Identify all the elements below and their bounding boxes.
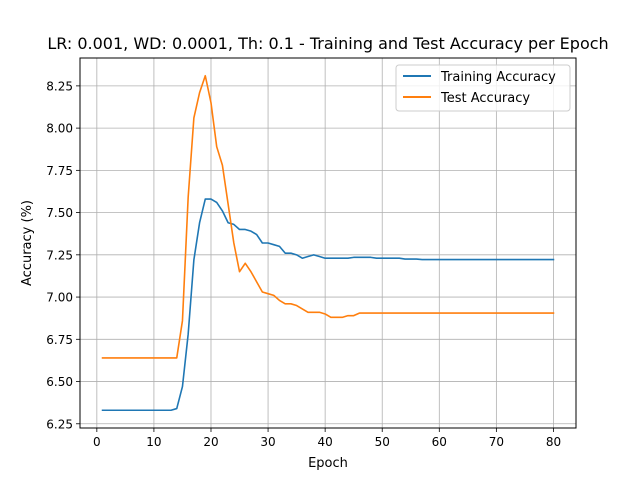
series-line-test-accuracy	[101, 74, 555, 359]
chart-title: LR: 0.001, WD: 0.0001, Th: 0.1 - Trainin…	[47, 34, 608, 53]
y-tick-label: 6.50	[46, 375, 73, 389]
y-tick-label: 7.50	[46, 206, 73, 220]
series-line-training-accuracy	[101, 198, 555, 412]
legend-box	[395, 64, 571, 112]
y-tick-label: 8.00	[46, 122, 73, 136]
legend: Training Accuracy Test Accuracy	[395, 64, 571, 112]
x-tick-label: 0	[93, 435, 101, 449]
y-tick-label: 7.00	[46, 291, 73, 305]
grid-lines	[80, 58, 576, 428]
y-axis-label: Accuracy (%)	[20, 200, 35, 286]
x-tick-label: 50	[375, 435, 390, 449]
y-tick-label: 6.75	[46, 333, 73, 347]
legend-label-test-accuracy: Test Accuracy	[440, 91, 530, 106]
x-tick-label: 70	[489, 435, 504, 449]
plot-area-frame	[79, 57, 577, 429]
x-tick-label: 30	[260, 435, 275, 449]
x-tick-label: 80	[546, 435, 561, 449]
x-tick-label: 20	[203, 435, 218, 449]
y-tick-label: 7.75	[46, 164, 73, 178]
y-tick-label: 7.25	[46, 248, 73, 262]
series-lines	[101, 74, 555, 412]
x-tick-label: 40	[318, 435, 333, 449]
axis-ticks: 0 10 20 30 40 50 60 70 80 6.25 6.50 6.75 7.00 7.25 7.5…	[46, 79, 561, 449]
y-tick-label: 8.25	[46, 79, 73, 93]
x-tick-label: 10	[146, 435, 161, 449]
legend-label-training-accuracy: Training Accuracy	[440, 70, 556, 85]
y-tick-label: 6.25	[46, 417, 73, 431]
x-axis-label: Epoch	[308, 456, 348, 471]
x-tick-label: 60	[432, 435, 447, 449]
